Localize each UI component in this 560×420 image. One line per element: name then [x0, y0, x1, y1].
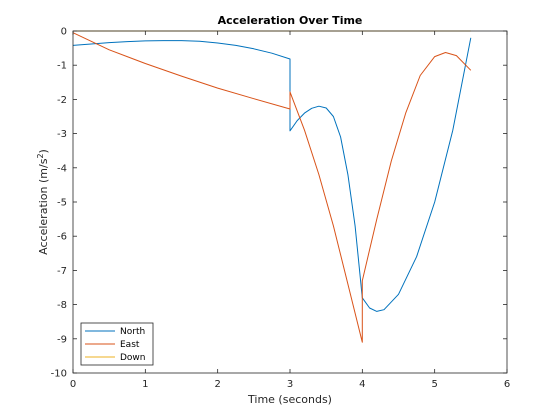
- y-axis-label-end: ): [37, 149, 50, 153]
- x-tick-label: 3: [287, 379, 293, 390]
- y-tick-label: 0: [61, 27, 67, 38]
- y-tick-label: -8: [57, 300, 67, 311]
- legend-label-north: North: [120, 327, 145, 337]
- y-tick-label: -1: [57, 61, 67, 72]
- y-axis-label: Acceleration (m/s2): [36, 149, 50, 255]
- y-tick-label: -9: [57, 334, 67, 345]
- legend: North East Down: [80, 322, 154, 366]
- y-tick-label: -2: [57, 95, 67, 106]
- legend-label-east: East: [120, 340, 140, 350]
- series-line-north: [72, 37, 472, 312]
- x-tick-label: 1: [142, 379, 148, 390]
- y-tick-label: -4: [57, 163, 67, 174]
- y-tick-label: -6: [57, 232, 67, 243]
- y-tick-label: -7: [57, 266, 67, 277]
- y-axis-ticks: 0 -1 -2 -3 -4 -5 -6 -7 -8 -9 -10: [51, 27, 507, 380]
- y-axis-label-main: Acceleration (m/s: [37, 158, 50, 255]
- series-line-east: [72, 32, 472, 343]
- y-tick-label: -10: [51, 369, 67, 380]
- x-axis-label: Time (seconds): [247, 393, 332, 406]
- x-tick-label: 4: [359, 379, 365, 390]
- x-tick-label: 2: [214, 379, 220, 390]
- x-tick-label: 6: [504, 379, 510, 390]
- x-axis-ticks: 0 1 2 3 4 5 6: [70, 31, 510, 390]
- legend-label-down: Down: [120, 353, 146, 363]
- x-tick-label: 0: [70, 379, 76, 390]
- legend-items: North East Down: [85, 327, 146, 363]
- chart-title: Acceleration Over Time: [218, 14, 363, 27]
- y-tick-label: -3: [57, 129, 67, 140]
- x-tick-label: 5: [431, 379, 437, 390]
- y-tick-label: -5: [57, 198, 67, 209]
- y-axis-label-superscript: 2: [36, 153, 45, 158]
